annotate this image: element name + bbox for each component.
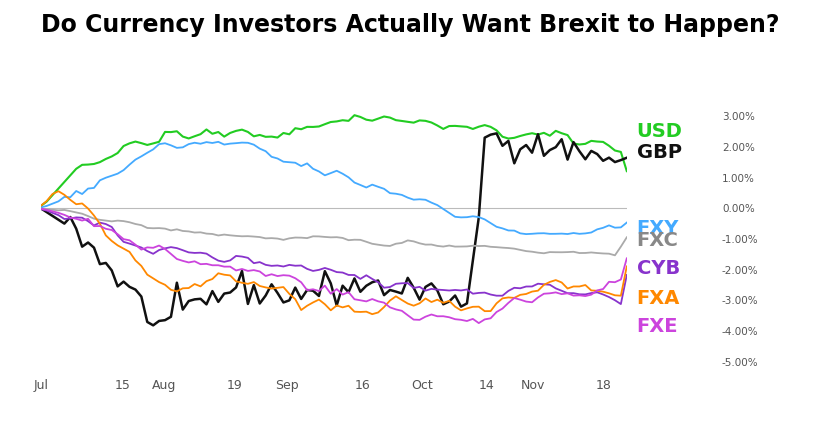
Text: GBP: GBP xyxy=(637,144,681,162)
Text: USD: USD xyxy=(637,122,682,141)
Text: CYB: CYB xyxy=(637,258,680,278)
Text: FXC: FXC xyxy=(637,231,678,250)
Text: FXY: FXY xyxy=(637,219,679,238)
Text: FXE: FXE xyxy=(637,317,678,336)
Text: FXA: FXA xyxy=(637,289,680,308)
Text: Do Currency Investors Actually Want Brexit to Happen?: Do Currency Investors Actually Want Brex… xyxy=(41,13,779,37)
